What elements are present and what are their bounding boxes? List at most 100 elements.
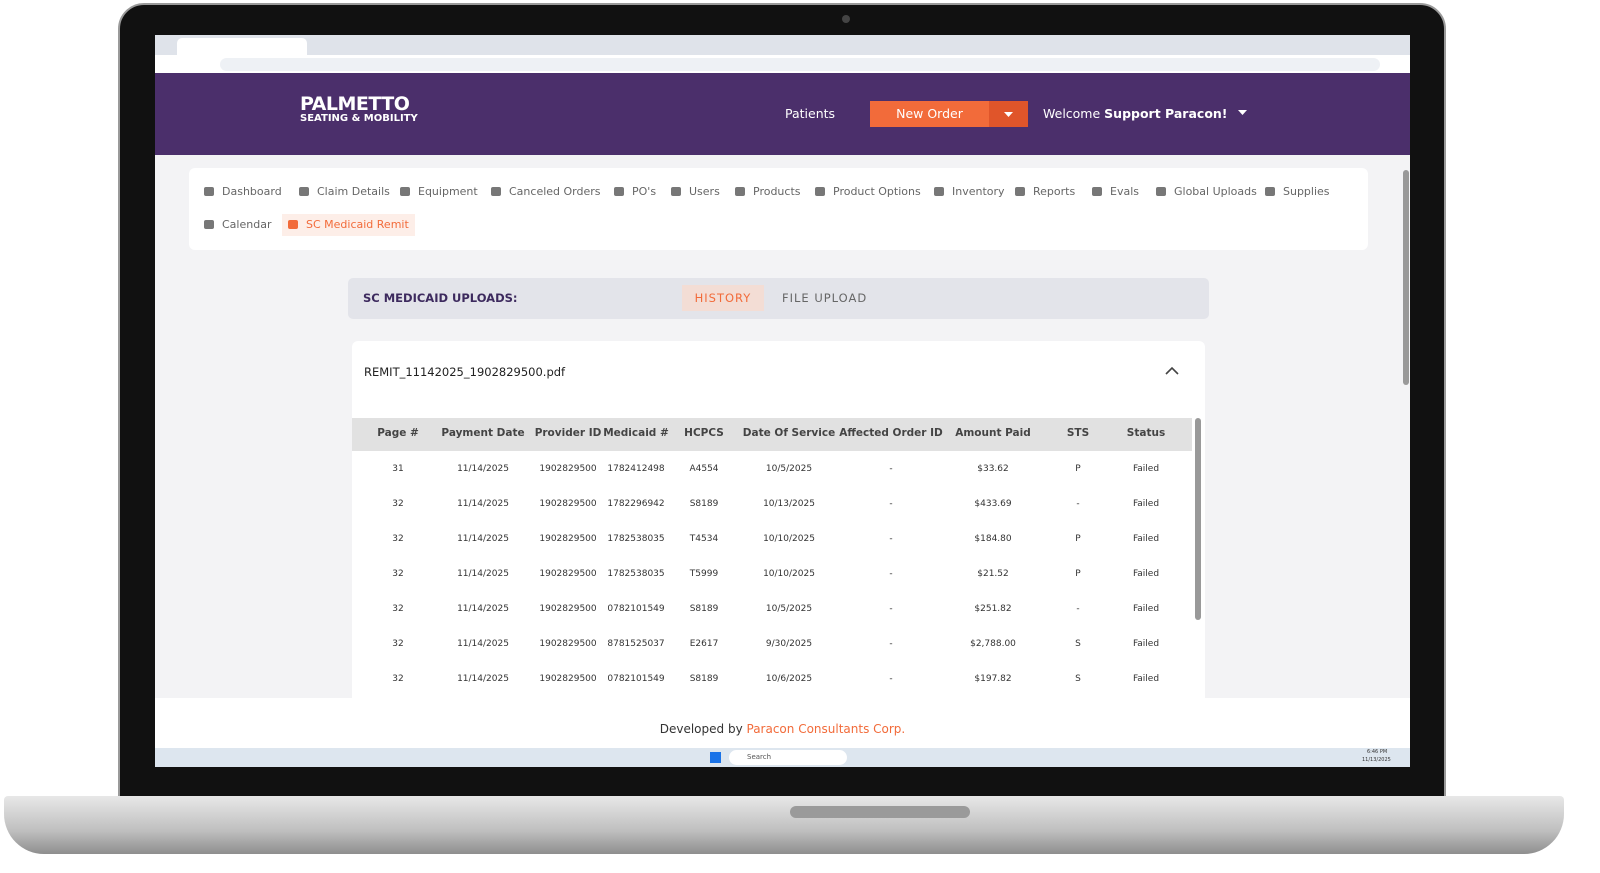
table-cell: 31 [392,464,404,474]
nav-item[interactable]: Claim Details [293,181,396,203]
table-cell: Failed [1132,499,1160,509]
column-header[interactable]: Affected Order ID [839,427,943,439]
nav-icon [614,187,624,196]
table-cell: - [889,464,893,474]
footer-link[interactable]: Paracon Consultants Corp. [746,722,906,736]
table-cell: 10/6/2025 [765,674,813,684]
nav-item[interactable]: Global Uploads [1150,181,1263,203]
nav-label: Claim Details [317,185,390,198]
table-cell: $197.82 [974,674,1012,684]
table-cell: 10/10/2025 [763,534,815,544]
history-tab[interactable]: HISTORY [682,285,764,311]
table-cell: S [1075,639,1081,649]
nav-item[interactable]: Inventory [928,181,1011,203]
table-cell: Failed [1132,674,1160,684]
table-cell: Failed [1132,639,1160,649]
new-order-button[interactable]: New Order [870,101,989,127]
address-bar[interactable] [220,58,1380,71]
nav-item[interactable]: Dashboard [198,181,288,203]
caret [1004,112,1013,117]
nav-icon [204,220,214,229]
table-cell: 11/14/2025 [457,534,509,544]
column-header[interactable]: HCPCS [684,427,724,439]
table-cell: E2617 [689,639,719,649]
column-header[interactable]: Provider ID [534,427,602,439]
nav-icon [288,220,298,229]
patients-link[interactable]: Patients [785,106,836,121]
table-cell: - [889,604,893,614]
nav-item[interactable]: Equipment [394,181,484,203]
new-order-dropdown[interactable] [989,101,1028,127]
nav-item[interactable]: Products [729,181,807,203]
nav-item[interactable]: PO's [608,181,662,203]
nav-icon [735,187,745,196]
nav-item[interactable]: Reports [1009,181,1081,203]
table-cell: 10/5/2025 [765,604,813,614]
table-cell: 1902829500 [539,534,597,544]
taskbar-time: 6:46 PM [1367,749,1388,755]
uploads-bar: SC MEDICAID UPLOADS: HISTORY FILE UPLOAD [348,278,1209,319]
table-cell: $251.82 [974,604,1012,614]
table-cell: 1902829500 [539,604,597,614]
column-header[interactable]: Payment Date [441,427,525,439]
table-cell: S8189 [689,499,719,509]
file-upload-tab[interactable]: FILE UPLOAD [782,291,868,305]
table-cell: 11/14/2025 [457,464,509,474]
nav-item[interactable]: Users [665,181,726,203]
table-cell: 32 [392,534,404,544]
nav-item[interactable]: Product Options [809,181,927,203]
table-scrollbar[interactable] [1195,418,1201,620]
table-cell: - [889,674,893,684]
nav-label: Supplies [1283,185,1330,198]
logo[interactable]: PALMETTO SEATING & MOBILITY [300,95,418,124]
table-cell: $433.69 [974,499,1012,509]
column-header[interactable]: Status [1126,427,1166,439]
nav-icon [299,187,309,196]
user-caret[interactable] [1235,107,1251,119]
taskbar: Search 6:46 PM 11/13/2025 [155,748,1410,767]
column-header[interactable]: Amount Paid [955,427,1031,439]
file-name[interactable]: REMIT_11142025_1902829500.pdf [364,365,566,379]
content: Dashboard Claim Details Equipment Canceled … [155,155,1400,698]
collapse-icon[interactable] [1162,361,1182,381]
table-cell: S [1075,674,1081,684]
browser-tabs [155,35,1410,55]
page-scrollbar[interactable] [1403,170,1409,385]
nav-item[interactable]: Evals [1086,181,1145,203]
camera [842,15,850,23]
column-header[interactable]: Page # [377,427,419,439]
nav-icon [1156,187,1166,196]
nav-item[interactable]: Canceled Orders [485,181,607,203]
table-cell: 1782538035 [607,534,665,544]
table-cell: 11/14/2025 [457,639,509,649]
table-cell: 1902829500 [539,464,597,474]
uploads-title: SC MEDICAID UPLOADS: [363,291,518,305]
table-cell: 1902829500 [539,569,597,579]
user-menu[interactable]: Welcome Support Paracon! [1043,106,1228,121]
nav-label: Products [753,185,801,198]
nav-item[interactable]: Supplies [1259,181,1336,203]
start-button[interactable] [710,752,721,763]
footer-text: Developed by [659,722,743,736]
table-cell: P [1075,569,1081,579]
nav-item[interactable]: SC Medicaid Remit [282,214,415,236]
table-cell: 1782538035 [607,569,665,579]
column-header[interactable]: STS [1066,427,1090,439]
nav-icon [400,187,410,196]
column-header[interactable]: Date Of Service [742,427,836,439]
logo-text: PALMETTO [300,93,410,115]
table-cell: A4554 [689,464,719,474]
nav-label: PO's [632,185,657,198]
column-header[interactable]: Medicaid # [603,427,669,439]
user-name: Support Paracon! [1104,106,1228,121]
nav-item[interactable]: Calendar [198,214,277,236]
table-cell: S8189 [689,604,719,614]
table-cell: Failed [1132,534,1160,544]
browser-tab[interactable] [177,38,307,55]
table-cell: 10/5/2025 [765,464,813,474]
laptop-base [4,796,1564,854]
table-cell: 11/14/2025 [457,499,509,509]
taskbar-search[interactable]: Search [729,750,847,765]
nav-icon [491,187,501,196]
table-cell: - [889,499,893,509]
